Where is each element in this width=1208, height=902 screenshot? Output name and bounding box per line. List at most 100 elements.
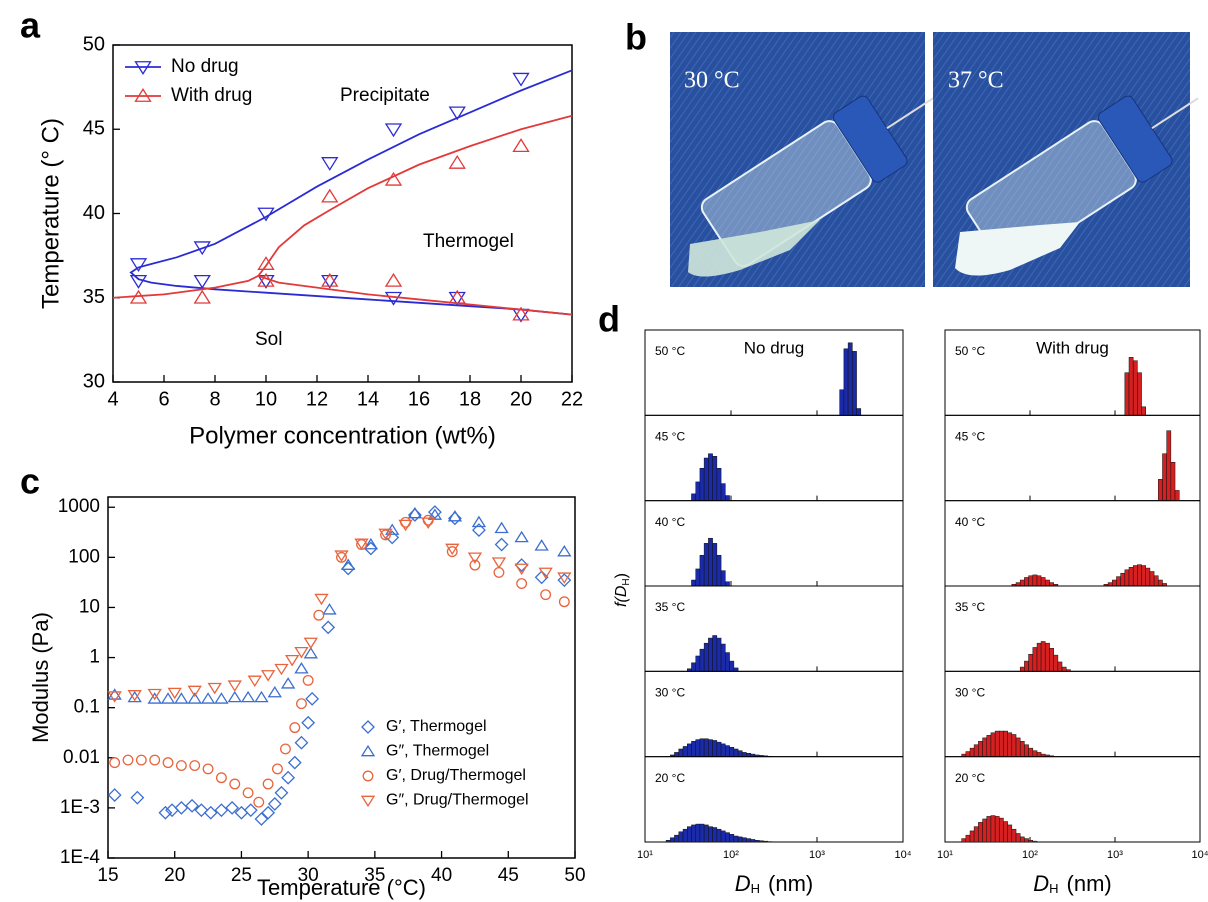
marker bbox=[512, 72, 530, 87]
histogram-bar bbox=[839, 389, 845, 416]
marker bbox=[341, 561, 356, 576]
marker bbox=[242, 787, 254, 799]
marker bbox=[253, 796, 265, 808]
histogram-bar bbox=[703, 824, 709, 843]
histogram-bar bbox=[1028, 575, 1034, 587]
y-axis-label-subscript: H bbox=[621, 578, 632, 585]
histogram-bar bbox=[1028, 840, 1034, 843]
marker bbox=[296, 698, 307, 710]
panel-label: d bbox=[598, 299, 620, 340]
histogram-bar bbox=[708, 453, 713, 501]
histogram-bar bbox=[712, 635, 718, 672]
x-tick-label: 20 bbox=[510, 388, 532, 410]
histogram-bar bbox=[695, 739, 701, 757]
histogram-bar bbox=[1132, 565, 1138, 587]
x-tick-label: 40 bbox=[431, 865, 452, 886]
temperature-label: 35 °C bbox=[955, 600, 985, 614]
histogram-bar bbox=[720, 743, 726, 757]
x-tick-label: 10² bbox=[723, 849, 739, 861]
temperature-label: 40 °C bbox=[655, 515, 685, 529]
marker bbox=[512, 306, 530, 321]
marker bbox=[514, 558, 529, 573]
marker bbox=[272, 763, 283, 775]
histogram-bar bbox=[1028, 654, 1034, 672]
x-tick-label: 20 bbox=[164, 865, 185, 886]
histogram-bar bbox=[1149, 571, 1155, 587]
histogram-bar bbox=[1007, 732, 1013, 757]
marker bbox=[147, 692, 162, 704]
marker bbox=[160, 692, 176, 704]
marker bbox=[321, 272, 339, 287]
histogram-bar bbox=[720, 570, 726, 587]
histogram-bar bbox=[973, 826, 979, 843]
marker bbox=[240, 690, 256, 703]
x-tick-label: 30 bbox=[298, 865, 319, 886]
histogram-bar bbox=[720, 830, 726, 843]
marker bbox=[289, 722, 301, 734]
gel bbox=[955, 222, 1080, 276]
marker bbox=[360, 744, 376, 757]
fit-line bbox=[129, 69, 573, 316]
histogram-bar bbox=[965, 834, 971, 843]
histogram-bar bbox=[1032, 574, 1038, 587]
marker bbox=[384, 272, 403, 287]
marker bbox=[514, 530, 529, 543]
histogram-bar bbox=[843, 348, 849, 416]
marker bbox=[254, 812, 269, 826]
marker bbox=[471, 515, 487, 528]
marker bbox=[303, 646, 318, 659]
marker bbox=[469, 559, 481, 571]
histogram-bar bbox=[1044, 642, 1050, 672]
histogram-bar bbox=[725, 581, 730, 587]
histogram-bar bbox=[1024, 838, 1029, 843]
marker bbox=[538, 567, 553, 580]
histogram-bar bbox=[1170, 462, 1176, 501]
histogram-bar bbox=[1120, 572, 1126, 587]
marker bbox=[448, 291, 466, 306]
y-axis-label: Modulus (Pa) bbox=[28, 612, 53, 743]
histogram-bar bbox=[1112, 579, 1117, 587]
histogram-bar bbox=[695, 823, 701, 843]
marker bbox=[165, 803, 179, 818]
marker bbox=[274, 663, 289, 676]
histogram-bar bbox=[699, 467, 705, 501]
histogram-bar bbox=[699, 648, 705, 672]
histogram-bar bbox=[708, 826, 713, 843]
histogram-bar bbox=[856, 408, 862, 416]
histogram-bar bbox=[720, 483, 726, 501]
temperature-label: 45 °C bbox=[955, 430, 985, 444]
marker bbox=[162, 757, 174, 769]
x-axis-label-subscript: H bbox=[751, 881, 760, 896]
y-tick-label: 30 bbox=[83, 370, 105, 392]
histogram-bar bbox=[754, 840, 760, 843]
histogram-bar bbox=[1128, 357, 1134, 416]
y-tick-label: 0.01 bbox=[63, 747, 100, 768]
histogram-bar bbox=[986, 735, 992, 757]
temperature-label: 50 °C bbox=[955, 344, 985, 358]
marker bbox=[514, 563, 529, 576]
y-tick-label: 100 bbox=[68, 546, 100, 567]
histogram-bar bbox=[969, 830, 975, 843]
histogram-bar bbox=[708, 537, 713, 587]
marker bbox=[229, 778, 241, 790]
histogram-bar bbox=[994, 730, 1000, 757]
histogram-bar bbox=[847, 342, 853, 416]
histogram-bar bbox=[1024, 577, 1029, 587]
marker bbox=[284, 655, 300, 667]
histogram-bar bbox=[733, 667, 739, 672]
histogram-bar bbox=[741, 752, 747, 757]
histogram-bar bbox=[682, 828, 688, 843]
histogram-bar bbox=[716, 828, 722, 843]
marker bbox=[448, 106, 466, 121]
histogram-bar bbox=[1116, 576, 1121, 587]
marker bbox=[557, 573, 572, 588]
histogram-bar bbox=[687, 826, 692, 843]
histogram-bar bbox=[1145, 567, 1151, 587]
marker bbox=[107, 688, 122, 700]
temperature-label: 45 °C bbox=[655, 430, 685, 444]
x-axis-label-symbol: D bbox=[735, 871, 751, 896]
histogram-bar bbox=[737, 750, 743, 757]
histogram-bar bbox=[1057, 661, 1063, 672]
marker bbox=[174, 692, 189, 704]
